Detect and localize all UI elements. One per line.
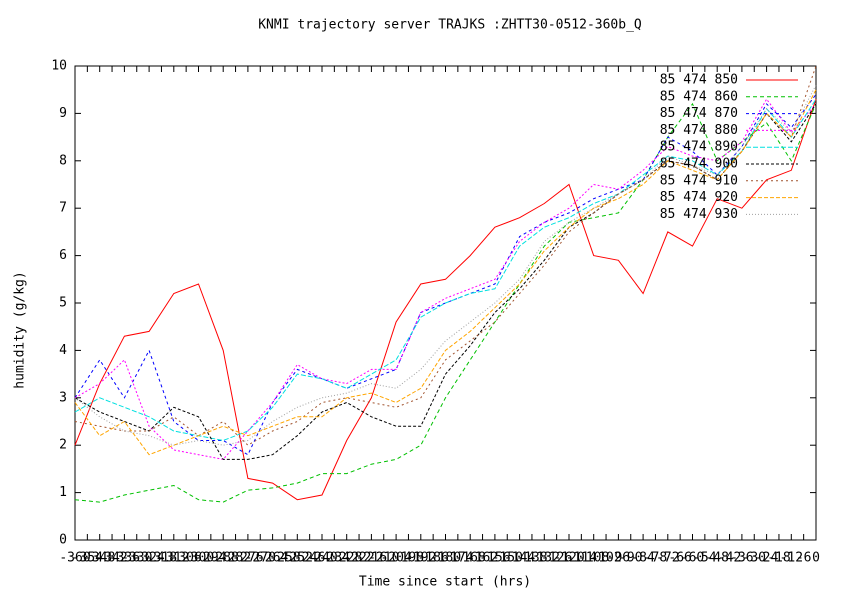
x-tick-label: -306 (170, 551, 201, 566)
x-tick-label: -300 (183, 551, 214, 566)
x-tick-label: -120 (553, 551, 584, 566)
x-tick-label: -108 (578, 551, 609, 566)
x-tick-label: -150 (492, 551, 523, 566)
x-tick-label: -186 (417, 551, 448, 566)
x-tick-label: -114 (566, 551, 597, 566)
y-tick-label: 3 (59, 390, 67, 405)
x-tick-label: -288 (208, 551, 239, 566)
legend-label: 85 474 920 (660, 190, 738, 205)
series-line (74, 102, 817, 503)
x-tick-label: -90 (619, 551, 642, 566)
legend-label: 85 474 870 (660, 106, 738, 121)
x-tick-label: -168 (455, 551, 486, 566)
x-tick-label: -192 (405, 551, 436, 566)
x-tick-label: -246 (294, 551, 325, 566)
x-tick-label: -48 (705, 551, 728, 566)
y-tick-label: 5 (59, 296, 67, 311)
series-line (74, 89, 817, 456)
y-tick-label: 0 (59, 533, 67, 548)
x-tick-label: -324 (133, 551, 164, 566)
y-tick-label: 9 (59, 106, 67, 121)
legend-label: 85 474 860 (660, 89, 738, 104)
x-tick-label: -222 (343, 551, 374, 566)
x-tick-label: -30 (743, 551, 766, 566)
x-tick-label: -330 (121, 551, 152, 566)
x-tick-label: -132 (529, 551, 560, 566)
x-tick-label: -72 (656, 551, 679, 566)
x-tick-label: -60 (681, 551, 704, 566)
y-tick-label: 6 (59, 248, 67, 263)
x-tick-label: -54 (693, 551, 717, 566)
legend-label: 85 474 890 (660, 140, 738, 155)
x-tick-label: -252 (282, 551, 313, 566)
x-tick-label: -228 (331, 551, 362, 566)
x-tick-label: -198 (393, 551, 424, 566)
x-tick-label: -216 (356, 551, 387, 566)
x-axis-label: Time since start (hrs) (359, 575, 531, 590)
x-tick-label: -162 (467, 551, 498, 566)
series-line (74, 99, 817, 501)
x-tick-label: -24 (755, 551, 779, 566)
legend-label: 85 474 880 (660, 123, 738, 138)
x-tick-label: -354 (72, 551, 103, 566)
y-tick-label: 1 (59, 485, 67, 500)
x-tick-label: -276 (232, 551, 263, 566)
x-tick-label: -210 (368, 551, 399, 566)
x-tick-label: -318 (146, 551, 177, 566)
x-tick-label: -240 (306, 551, 337, 566)
y-tick-label: 10 (51, 59, 67, 74)
x-tick-label: -18 (767, 551, 790, 566)
x-tick-label: -270 (245, 551, 276, 566)
chart-title: KNMI trajectory server TRAJKS :ZHTT30-05… (258, 18, 642, 33)
y-axis-label: humidity (g/kg) (13, 271, 28, 388)
y-tick-label: 8 (59, 153, 67, 168)
x-tick-label: -174 (442, 551, 473, 566)
legend-label: 85 474 930 (660, 207, 738, 222)
x-tick-label: -96 (607, 551, 630, 566)
x-tick-label: 0 (812, 551, 820, 566)
x-tick-label: -84 (631, 551, 655, 566)
x-tick-label: -138 (516, 551, 547, 566)
legend-label: 85 474 900 (660, 157, 738, 172)
x-tick-label: -360 (59, 551, 90, 566)
y-tick-label: 4 (59, 343, 67, 358)
x-tick-label: -312 (158, 551, 189, 566)
y-tick-label: 7 (59, 201, 67, 216)
x-tick-label: -336 (109, 551, 140, 566)
x-tick-label: -282 (220, 551, 251, 566)
x-tick-label: -102 (590, 551, 621, 566)
x-tick-label: -348 (84, 551, 115, 566)
x-tick-label: -204 (380, 551, 411, 566)
x-tick-label: -66 (668, 551, 691, 566)
x-tick-label: -258 (269, 551, 300, 566)
x-tick-label: -264 (257, 551, 288, 566)
x-tick-label: -78 (644, 551, 667, 566)
x-tick-label: -342 (96, 551, 127, 566)
legend-label: 85 474 850 (660, 73, 738, 88)
x-tick-label: -36 (730, 551, 753, 566)
series-line (74, 98, 817, 460)
x-tick-label: -42 (718, 551, 741, 566)
x-tick-label: -180 (430, 551, 461, 566)
x-tick-label: -234 (319, 551, 350, 566)
x-tick-label: -144 (504, 551, 535, 566)
x-tick-label: -126 (541, 551, 572, 566)
x-tick-label: -6 (796, 551, 812, 566)
x-tick-label: -294 (195, 551, 226, 566)
legend-label: 85 474 910 (660, 173, 738, 188)
y-tick-label: 2 (59, 438, 67, 453)
series-line (74, 65, 817, 446)
x-tick-label: -156 (479, 551, 510, 566)
x-tick-label: -12 (780, 551, 803, 566)
